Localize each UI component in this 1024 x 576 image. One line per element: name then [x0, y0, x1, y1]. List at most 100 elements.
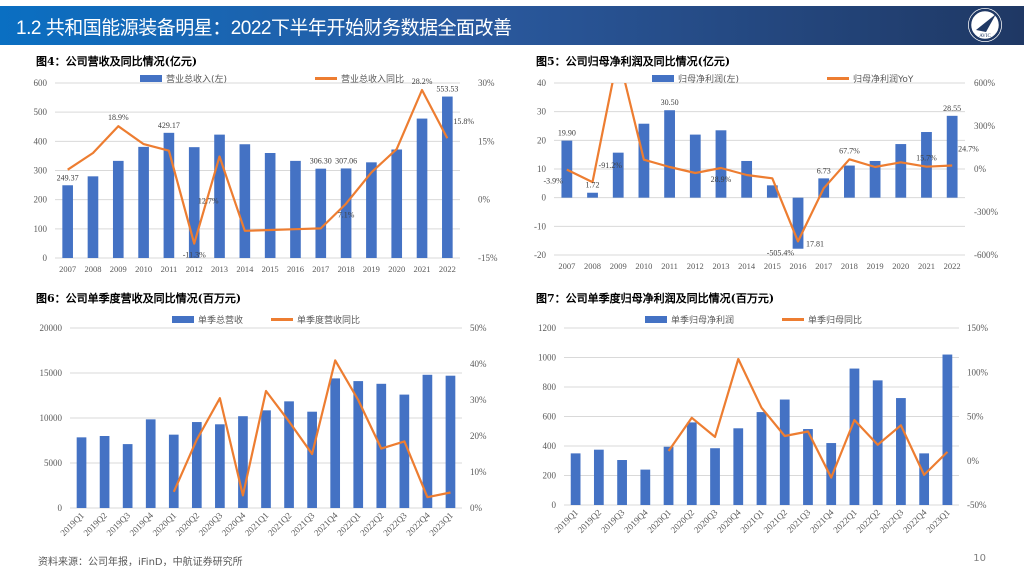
bar — [145, 419, 156, 508]
chart-legend: 单季归母净利润 单季归母同比 — [645, 313, 862, 326]
x-tick-label: 2020Q2 — [174, 510, 202, 538]
line-data-label: -91.2% — [599, 161, 623, 170]
y-left-tick-label: 100 — [34, 224, 48, 234]
chart-plot: 0 200 400 600 800 1000 1200 -50% 0% 50% 100% 150% 20… — [538, 323, 989, 535]
bar — [587, 192, 598, 198]
y-right-tick-label: 600% — [974, 78, 996, 88]
bar — [330, 378, 341, 508]
x-tick-label: 2022Q1 — [831, 507, 859, 535]
x-tick-label: 2019 — [867, 261, 884, 271]
x-tick-label: 2011 — [661, 261, 678, 271]
x-tick-label: 2019Q4 — [128, 510, 156, 538]
x-tick-label: 2021Q1 — [243, 510, 271, 538]
y-left-tick-label: 200 — [543, 471, 557, 481]
bar-data-label: 429.17 — [158, 121, 180, 130]
y-left-tick-label: 0 — [552, 500, 557, 510]
svg-text:AVIC: AVIC — [979, 34, 991, 39]
bar — [62, 185, 73, 258]
x-tick-label: 2020Q4 — [220, 510, 248, 538]
line-data-label: 15.8% — [453, 117, 474, 126]
x-tick-label: 2016 — [790, 261, 807, 271]
bar — [869, 160, 881, 198]
y-left-tick-label: 10000 — [40, 413, 63, 423]
y-right-tick-label: 100% — [967, 367, 989, 377]
x-tick-label: 2021Q1 — [738, 507, 766, 535]
y-left-tick-label: -10 — [534, 221, 546, 231]
line-data-label: 7.1% — [338, 211, 355, 220]
x-tick-label: 2015 — [764, 261, 781, 271]
legend-line-label: 归母净利润YoY — [853, 75, 914, 85]
bar — [715, 130, 727, 198]
x-tick-label: 2022Q1 — [335, 510, 363, 538]
y-left-tick-label: 0 — [43, 253, 48, 263]
source-note: 资料来源：公司年报，iFinD，中航证券研究所 — [38, 557, 243, 568]
bar — [561, 140, 573, 198]
company-logo: AVIC — [968, 8, 1002, 42]
y-left-tick-label: 20000 — [40, 323, 63, 333]
chart-title: 图4：公司营收及同比情况(亿元) — [36, 55, 198, 68]
bar — [191, 422, 202, 508]
x-tick-label: 2020Q4 — [715, 507, 743, 535]
chart-plot: 0 100 200 300 400 500 600 -15% 0% 15% 30% 2007 2008 2… — [34, 77, 498, 274]
x-tick-label: 2020Q1 — [151, 510, 179, 538]
bar — [663, 446, 674, 505]
x-tick-label: 2012 — [186, 264, 203, 274]
bar — [756, 412, 767, 505]
bar — [163, 132, 175, 258]
bar — [826, 443, 837, 505]
chart-title: 图5：公司归母净利润及同比情况(亿元) — [536, 55, 731, 68]
bar — [376, 383, 387, 508]
x-tick-label: 2013 — [211, 264, 228, 274]
y-left-tick-label: 500 — [34, 107, 48, 117]
y-left-tick-label: 800 — [543, 382, 557, 392]
bar — [664, 110, 675, 198]
slide-title: 1.2 共和国能源装备明星：2022下半年开始财务数据全面改善 — [16, 18, 512, 39]
bar — [919, 453, 930, 505]
y-left-tick-label: 600 — [543, 412, 557, 422]
bar — [238, 416, 248, 508]
bar — [779, 399, 790, 505]
bar — [215, 424, 225, 508]
bar — [942, 354, 953, 505]
bar — [112, 160, 124, 258]
bar — [895, 144, 907, 198]
y-left-tick-label: 400 — [543, 441, 557, 451]
chart-plot: 0 5000 10000 15000 20000 0% 10% 20% 30% 40% 50% 201… — [40, 323, 488, 538]
chart-revenue-annual: 图4：公司营收及同比情况(亿元) 营业总收入(左) 营业总收入同比 0 100 20… — [0, 50, 512, 282]
y-right-tick-label: 50% — [470, 323, 487, 333]
bar — [445, 375, 456, 508]
chart-plot: -20 -10 0 10 20 30 40 -600% -300% 0% 300% 600% 2007 2… — [534, 78, 998, 271]
line-data-label: 18.9% — [108, 113, 129, 122]
line-data-label: 24.7% — [958, 144, 979, 153]
bar — [422, 374, 433, 508]
x-tick-label: 2019Q3 — [599, 507, 627, 535]
x-tick-label: 2007 — [558, 261, 575, 271]
y-left-tick-label: 20 — [537, 135, 547, 145]
bar — [442, 96, 453, 259]
line-data-label: 12.7% — [198, 197, 219, 206]
y-right-tick-label: 30% — [470, 395, 487, 405]
y-left-tick-label: 1000 — [538, 353, 557, 363]
y-left-tick-label: 300 — [34, 166, 48, 176]
legend-bar-swatch — [140, 75, 162, 82]
x-tick-label: 2009 — [610, 261, 627, 271]
y-left-tick-label: 0 — [542, 193, 547, 203]
x-tick-label: 2021Q4 — [312, 510, 340, 538]
bar — [76, 437, 87, 508]
bar-data-label: 19.90 — [558, 129, 576, 138]
bar — [766, 185, 778, 198]
chart-title: 图6：公司单季度营收及同比情况(百万元) — [36, 292, 242, 305]
bar — [946, 115, 958, 198]
bar — [803, 429, 813, 505]
x-tick-label: 2017 — [815, 261, 832, 271]
bar — [214, 134, 225, 258]
bar — [122, 444, 133, 508]
y-right-tick-label: 30% — [478, 78, 495, 88]
x-tick-label: 2022Q2 — [358, 510, 386, 538]
bar — [849, 368, 860, 505]
chart-legend: 归母净利润(左) 归母净利润YoY — [652, 72, 913, 85]
x-tick-label: 2022Q2 — [855, 507, 883, 535]
yoy-line — [172, 359, 451, 499]
y-right-tick-label: -15% — [478, 253, 498, 263]
legend-bar-label: 营业总收入(左) — [166, 75, 228, 85]
